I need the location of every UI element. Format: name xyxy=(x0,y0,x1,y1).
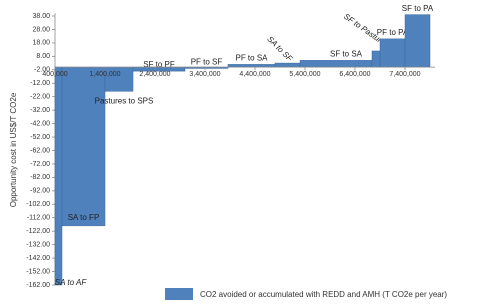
y-tick-label: -122.00 xyxy=(26,228,50,235)
bar-label: SA to FP xyxy=(68,213,100,222)
y-tick-label: -42.00 xyxy=(30,120,50,127)
legend-swatch xyxy=(165,288,193,300)
y-tick-label: -132.00 xyxy=(26,241,50,248)
bar xyxy=(227,64,276,68)
y-tick-label: 18.00 xyxy=(32,40,50,47)
y-tick-label: -2.00 xyxy=(34,67,50,74)
x-tick-label: 2,400,000 xyxy=(139,71,170,78)
x-tick-label: 4,400,000 xyxy=(239,71,270,78)
bar-label: SF to SA xyxy=(330,49,363,58)
y-tick-label: -102.00 xyxy=(26,201,50,208)
bar-label: SF to PF xyxy=(143,60,175,69)
y-tick-label: -22.00 xyxy=(30,94,50,101)
y-tick-label: -52.00 xyxy=(30,134,50,141)
x-tick-label: 1,400,000 xyxy=(89,71,120,78)
bar-label: SA to AF xyxy=(55,278,88,287)
x-tick-label: 400,000 xyxy=(42,71,67,78)
legend-label: CO2 avoided or accumulated with REDD and… xyxy=(200,290,447,299)
bar-label: SF to PA xyxy=(402,4,434,13)
bar xyxy=(299,60,373,68)
bar xyxy=(54,66,63,286)
y-tick-label: -112.00 xyxy=(27,215,50,222)
x-tick-label: 3,400,000 xyxy=(189,71,220,78)
y-tick-label: -12.00 xyxy=(30,80,50,87)
bar xyxy=(371,50,381,68)
y-tick-label: -142.00 xyxy=(26,255,50,262)
x-tick-label: 5,400,000 xyxy=(289,71,320,78)
y-tick-label: -162.00 xyxy=(26,282,50,289)
bar-label: PF to PA xyxy=(377,28,409,37)
bar-label: SA to SF xyxy=(265,34,295,64)
y-tick-label: -72.00 xyxy=(30,161,50,168)
bar xyxy=(274,62,301,68)
y-tick-label: -32.00 xyxy=(30,107,50,114)
y-tick-label: -92.00 xyxy=(30,188,50,195)
bar-label: PF to SF xyxy=(191,58,223,67)
x-tick-label: 6,400,000 xyxy=(339,71,370,78)
y-tick-label: 38.00 xyxy=(32,13,50,20)
y-tick-label: -152.00 xyxy=(26,268,50,275)
bar xyxy=(379,38,406,68)
y-tick-label: 28.00 xyxy=(32,26,50,33)
bar-label: PF to SA xyxy=(235,54,268,63)
y-tick-label: -82.00 xyxy=(30,174,50,181)
bar-label: Pastures to SPS xyxy=(95,96,154,105)
y-tick-label: -62.00 xyxy=(30,147,50,154)
x-tick-label: 7,400,000 xyxy=(389,71,420,78)
y-tick-label: 8.00 xyxy=(36,53,50,60)
bar xyxy=(61,66,106,227)
y-axis-title: Opportunity cost in US$/T CO2e xyxy=(9,92,18,207)
bar xyxy=(404,14,431,68)
